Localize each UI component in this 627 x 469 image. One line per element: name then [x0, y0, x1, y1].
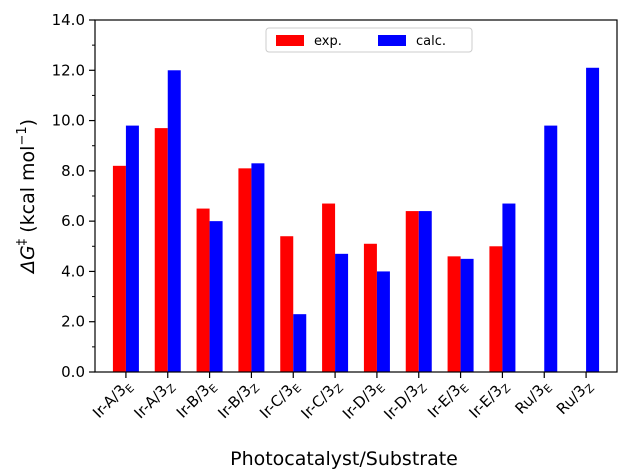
bar-exp-4 — [280, 236, 294, 372]
bar-calc-4 — [293, 314, 307, 372]
bar-exp-1 — [154, 128, 168, 372]
bar-exp-0 — [112, 165, 126, 372]
bar-exp-5 — [322, 203, 336, 372]
bars — [112, 67, 600, 373]
x-tick-label: Ir-B/3E — [173, 376, 221, 424]
x-tick-label: Ir-A/3E — [89, 376, 137, 424]
bar-calc-10 — [544, 125, 558, 372]
x-tick-label: Ir-E/3Z — [466, 376, 514, 424]
bar-calc-2 — [209, 221, 223, 372]
y-axis-title-delta: ΔG — [17, 245, 39, 275]
y-axis-title-units: (kcal mol — [17, 146, 39, 239]
y-axis-title-dagger: ‡ — [15, 238, 30, 245]
y-tick-label: 12.0 — [52, 61, 85, 79]
y-tick-label: 6.0 — [61, 212, 85, 230]
y-tick-label: 2.0 — [61, 313, 85, 331]
x-tick-label: Ru/3E — [511, 376, 555, 420]
y-tick-label: 4.0 — [61, 262, 85, 280]
legend-label-calc: calc. — [416, 34, 446, 49]
y-tick-label: 8.0 — [61, 162, 85, 180]
x-tick-label: Ir-C/3E — [256, 376, 304, 424]
x-axis: Ir-A/3EIr-A/3ZIr-B/3EIr-B/3ZIr-C/3EIr-C/… — [89, 372, 597, 426]
bar-calc-9 — [502, 203, 516, 372]
y-tick-label: 10.0 — [52, 112, 85, 130]
x-tick-label: Ir-D/3Z — [380, 376, 430, 426]
legend: exp. calc. — [265, 27, 473, 53]
bar-exp-6 — [363, 243, 377, 372]
bar-exp-9 — [489, 246, 503, 372]
bar-calc-5 — [335, 253, 349, 372]
legend-swatch-calc — [378, 35, 406, 46]
bar-calc-7 — [418, 211, 432, 372]
bar-exp-3 — [238, 168, 252, 372]
y-axis-title-close: ) — [17, 119, 39, 126]
bar-exp-2 — [196, 208, 210, 372]
bar-calc-3 — [251, 163, 265, 372]
legend-label-exp: exp. — [314, 34, 342, 49]
x-tick-label: Ir-C/3Z — [297, 376, 346, 425]
bar-exp-8 — [447, 256, 461, 372]
bar-exp-7 — [405, 211, 419, 372]
legend-frame — [265, 27, 473, 53]
x-tick-label: Ir-B/3Z — [214, 376, 262, 424]
bar-calc-6 — [376, 271, 390, 372]
y-axis-title-exponent: −1 — [15, 126, 30, 145]
bar-calc-0 — [125, 125, 139, 372]
y-axis: 0.0 2.0 4.0 6.0 8.0 10.0 12.0 14.0 — [52, 11, 95, 381]
legend-swatch-exp — [276, 35, 304, 46]
y-tick-label: 0.0 — [61, 363, 85, 381]
y-tick-label: 14.0 — [52, 11, 85, 29]
x-axis-title: Photocatalyst/Substrate — [230, 448, 458, 469]
x-tick-label: Ir-A/3Z — [131, 376, 179, 424]
x-tick-label: Ir-D/3E — [339, 376, 388, 425]
x-tick-label: Ir-E/3E — [424, 376, 471, 423]
bar-calc-8 — [460, 258, 474, 372]
bar-calc-11 — [586, 67, 600, 373]
bar-calc-1 — [167, 70, 181, 373]
x-tick-label: Ru/3Z — [553, 376, 597, 420]
y-axis-title: ΔG‡ (kcal mol−1) — [15, 119, 39, 275]
